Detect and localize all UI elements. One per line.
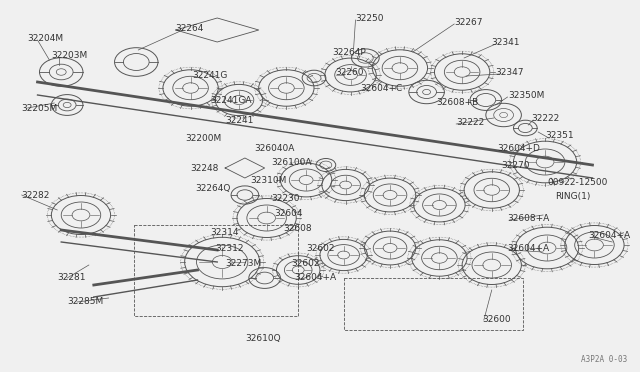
Text: 32260: 32260 bbox=[336, 67, 364, 77]
Text: 32604+A: 32604+A bbox=[508, 244, 550, 253]
Text: 326100A: 326100A bbox=[271, 157, 312, 167]
Text: 32264: 32264 bbox=[176, 23, 204, 32]
Text: 32204M: 32204M bbox=[28, 33, 64, 42]
Text: 32314: 32314 bbox=[211, 228, 239, 237]
Text: 32222: 32222 bbox=[456, 118, 484, 126]
Text: RING(1): RING(1) bbox=[555, 192, 590, 201]
Text: 32281: 32281 bbox=[57, 273, 86, 282]
Text: 32602: 32602 bbox=[306, 244, 335, 253]
Text: 32273M: 32273M bbox=[225, 259, 261, 267]
Text: 32241G: 32241G bbox=[193, 71, 228, 80]
Text: 32264P: 32264P bbox=[332, 48, 365, 57]
Text: 32341: 32341 bbox=[492, 38, 520, 46]
Text: 32205M: 32205M bbox=[22, 103, 58, 112]
Text: 32608+B: 32608+B bbox=[436, 97, 479, 106]
Text: 00922-12500: 00922-12500 bbox=[547, 177, 607, 186]
Text: 32285M: 32285M bbox=[67, 298, 104, 307]
Text: 32610Q: 32610Q bbox=[245, 334, 280, 343]
Text: 32608: 32608 bbox=[284, 224, 312, 232]
Text: 32241: 32241 bbox=[225, 115, 253, 125]
Text: 32608+A: 32608+A bbox=[508, 214, 550, 222]
Text: 32347: 32347 bbox=[496, 67, 524, 77]
Text: 32310M: 32310M bbox=[250, 176, 286, 185]
Text: 32250: 32250 bbox=[355, 13, 384, 22]
Text: 32200M: 32200M bbox=[186, 134, 222, 142]
Text: 32230: 32230 bbox=[271, 193, 300, 202]
Bar bbox=[134, 225, 298, 316]
Text: 32604: 32604 bbox=[275, 208, 303, 218]
Text: 32350M: 32350M bbox=[509, 90, 545, 99]
Text: 32602: 32602 bbox=[291, 259, 320, 267]
Text: 32264Q: 32264Q bbox=[195, 183, 231, 192]
Text: 32267: 32267 bbox=[454, 17, 483, 26]
Text: 32604+D: 32604+D bbox=[498, 144, 541, 153]
Text: 32248: 32248 bbox=[191, 164, 219, 173]
Text: 32351: 32351 bbox=[545, 131, 573, 140]
Text: 32604+C: 32604+C bbox=[360, 83, 403, 93]
Text: 32600: 32600 bbox=[482, 315, 511, 324]
Bar bbox=[344, 278, 524, 330]
Text: 326040A: 326040A bbox=[255, 144, 295, 153]
Text: 32282: 32282 bbox=[22, 190, 50, 199]
Text: 32604+A: 32604+A bbox=[294, 273, 337, 282]
Text: 32203M: 32203M bbox=[51, 51, 88, 60]
Text: A3P2A 0-03: A3P2A 0-03 bbox=[580, 355, 627, 364]
Text: 32270: 32270 bbox=[502, 160, 530, 170]
Text: 32312: 32312 bbox=[215, 244, 244, 253]
Text: 32604+A: 32604+A bbox=[589, 231, 630, 240]
Text: 32241GA: 32241GA bbox=[211, 96, 252, 105]
Text: 32222: 32222 bbox=[531, 113, 559, 122]
